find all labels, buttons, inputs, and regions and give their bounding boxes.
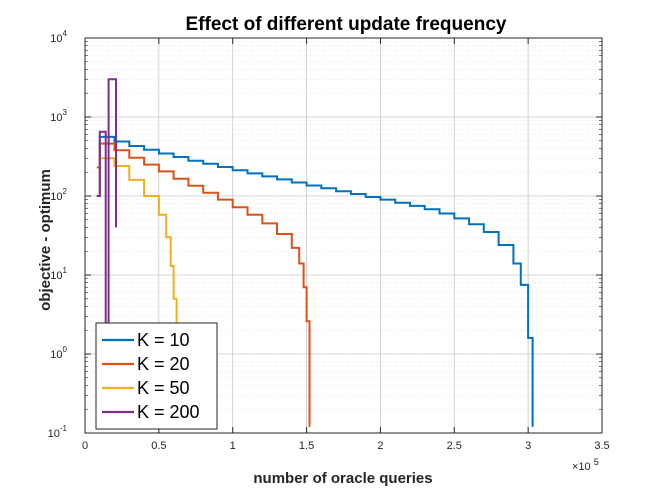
x-axis-label: number of oracle queries — [253, 470, 432, 487]
ticks-layer: 10-1 100 101 102 103 104 0 0.5 1 1.5 2 2.5 3 3.5 — [48, 29, 610, 452]
plot-frame — [84, 37, 603, 434]
x-tick-label: 2.5 — [447, 440, 462, 452]
series-layer — [96, 78, 534, 428]
x-tick-label: 3.5 — [594, 440, 609, 452]
x-tick-label: 2 — [377, 440, 383, 452]
y-tick-label: 100 — [50, 345, 67, 361]
legend-label: K = 50 — [137, 378, 190, 398]
x-axis-multiplier: ×10 5 — [572, 457, 599, 473]
x-tick-label: 3 — [525, 440, 531, 452]
x-axis-multiplier-base: ×10 — [572, 461, 591, 473]
y-tick-label: 104 — [50, 29, 67, 45]
x-tick-label: 1.5 — [299, 440, 314, 452]
legend-label: K = 10 — [137, 330, 190, 350]
y-tick-label: 101 — [50, 266, 67, 282]
y-axis-label: objective - optimum — [37, 169, 54, 311]
x-axis-multiplier-exponent: 5 — [594, 457, 599, 467]
legend-label: K = 200 — [137, 402, 200, 422]
series-line-1 — [96, 135, 534, 427]
minor-grid — [85, 41, 602, 410]
series-line-2 — [96, 142, 311, 427]
y-tick-label: 103 — [50, 108, 67, 124]
y-tick-label: 102 — [50, 187, 67, 203]
series-line-3 — [96, 157, 178, 427]
legend-label: K = 20 — [137, 354, 190, 374]
x-tick-label: 0 — [82, 440, 88, 452]
legend: K = 10 K = 20 K = 50 K = 200 — [95, 322, 218, 430]
x-tick-label: 1 — [230, 440, 236, 452]
x-tick-label: 0.5 — [151, 440, 166, 452]
chart-title: Effect of different update frequency — [186, 14, 507, 35]
y-tick-label: 10-1 — [48, 424, 68, 440]
